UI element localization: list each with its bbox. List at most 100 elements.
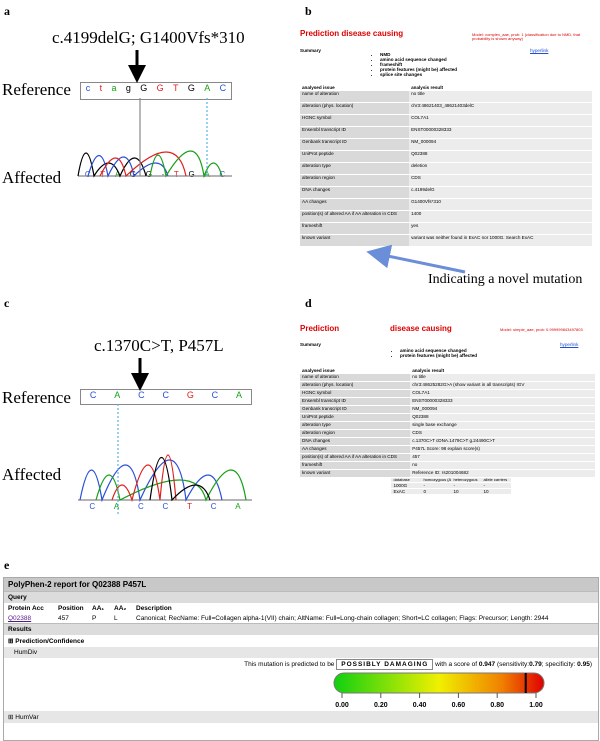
text: ; specificity:	[541, 661, 576, 668]
cell: alteration region	[300, 429, 411, 437]
base: -	[161, 170, 165, 179]
header-row: analysed issue analysis result	[300, 85, 592, 92]
base: C	[162, 390, 169, 400]
header-cell: Position	[58, 605, 84, 612]
row: UniProt peptide Q02388	[300, 413, 595, 422]
row: alteration type single base exchange	[300, 421, 595, 430]
panel-label: c	[4, 296, 10, 310]
cell: L	[114, 615, 118, 622]
tick-label: 0.80	[490, 702, 504, 709]
note: Indicating a novel mutation	[428, 272, 583, 287]
base: A	[114, 390, 121, 400]
cell: chr3:48625282G>A (show variant in all tr…	[410, 381, 595, 389]
header-cell: heterozygous	[451, 477, 482, 483]
summary-item: protein features (might be) affected	[400, 353, 560, 358]
summary-label: Summary	[300, 341, 321, 347]
text: with a score of	[435, 661, 478, 668]
verdict: POSSIBLY DAMAGING	[336, 659, 434, 670]
cell: UniProt peptide	[300, 413, 411, 421]
trace-a	[77, 98, 232, 179]
toggle[interactable]: ⊞ Prediction/Confidence	[8, 638, 85, 645]
row: frameshift yes	[300, 223, 592, 236]
link[interactable]: hyperlink	[560, 341, 579, 347]
table-header: Protein Acc Position AA₁ AA₂ Description	[4, 603, 598, 614]
cell: 1400	[409, 211, 592, 223]
base: G	[129, 170, 137, 179]
text: )	[589, 661, 592, 668]
cell: single base exchange	[410, 421, 595, 429]
row: position(s) of altered AA if AA alterati…	[300, 453, 595, 462]
link[interactable]: hyperlink	[530, 47, 549, 53]
cell: CDS	[410, 429, 595, 437]
cell: P	[92, 615, 97, 622]
cell: UniProt peptide	[300, 151, 410, 163]
row: DNA changes c.4199delG	[300, 187, 592, 200]
panel-label: a	[4, 4, 10, 18]
tick-label: 0.00	[335, 702, 349, 709]
cell: Reference ID: rs201004682	[410, 469, 595, 477]
cell: ExAC	[391, 489, 422, 495]
summary-item: frameshift	[380, 62, 530, 67]
chromatograms	[77, 50, 252, 515]
mutationtaster-b: Prediction disease causing Model: comple…	[300, 29, 592, 260]
section: Results	[4, 623, 598, 635]
base: g	[125, 83, 131, 93]
base: G	[187, 83, 195, 93]
header-cell: allele carriers	[481, 477, 512, 483]
table-row: Q02388 457 P L Canonical; RecName: Full=Coll…	[4, 614, 598, 623]
header-cell: analysis result	[409, 85, 592, 91]
cell: name of alteration	[300, 373, 411, 381]
cell: position(s) of altered AA if AA alterati…	[300, 211, 410, 223]
base: G	[186, 390, 194, 400]
row: Ensembl transcript ID ENST00000328333	[300, 397, 595, 406]
cell: 10	[451, 489, 482, 495]
row: AA changes P457L Score: 98 explain score(…	[300, 445, 595, 454]
base: c	[85, 83, 91, 93]
cell: known variant	[300, 469, 411, 477]
cell: Genbank transcript ID	[300, 139, 410, 151]
base: A	[114, 170, 121, 179]
cell: ENST00000328333	[410, 397, 595, 405]
header-cell: analysis result	[410, 367, 595, 373]
gradient	[333, 672, 545, 694]
cell: deletion	[409, 163, 592, 175]
tick-label: 0.40	[413, 702, 427, 709]
row: AA changes G1400Vfs*310	[300, 199, 592, 212]
cell: G1400Vfs*310	[409, 199, 592, 211]
row: frameshift no	[300, 461, 595, 470]
cell: 1000G	[391, 483, 422, 489]
row: UniProt peptide Q02388	[300, 151, 592, 164]
cell: -	[481, 483, 512, 489]
summary-item: amino acid sequence changed	[400, 348, 560, 353]
cell: COL7A1	[410, 389, 595, 397]
verdict-line: This mutation is predicted to be POSSIBL…	[4, 658, 598, 671]
model: Model: complex_aae, prob: 1 (classificat…	[472, 32, 581, 42]
cell: alteration type	[300, 163, 410, 175]
sensitivity: 0.79	[529, 661, 542, 668]
cell: alteration (phys. location)	[300, 103, 410, 115]
header-cell: AA₂	[114, 605, 127, 612]
cell: -	[421, 483, 452, 489]
header-cell: AA₁	[92, 605, 105, 612]
mutationtaster-d: Prediction disease causing Model: simple…	[300, 324, 595, 535]
specificity: 0.95	[577, 661, 590, 668]
base: G	[140, 83, 148, 93]
affected-label: Affected	[2, 465, 62, 484]
panel-label: d	[305, 296, 312, 310]
note-arrow	[366, 244, 466, 274]
cell: no title	[409, 91, 592, 103]
base: C	[138, 502, 144, 511]
cell: NM_000094	[409, 139, 592, 151]
header-cell: analysed issue	[300, 85, 410, 91]
score-bar: 0.00 0.20 0.40 0.60 0.80 1.00	[333, 672, 545, 709]
tick-label: 0.60	[452, 702, 466, 709]
header-cell: Description	[136, 605, 172, 612]
cell: alteration region	[300, 175, 410, 187]
cell: Ensembl transcript ID	[300, 397, 411, 405]
header-cell: database	[391, 477, 422, 483]
cell: Q02388	[410, 413, 595, 421]
base: C	[84, 170, 91, 179]
section-label: HumVar	[15, 714, 39, 721]
row: known variant Reference ID: rs201004682	[300, 469, 595, 478]
